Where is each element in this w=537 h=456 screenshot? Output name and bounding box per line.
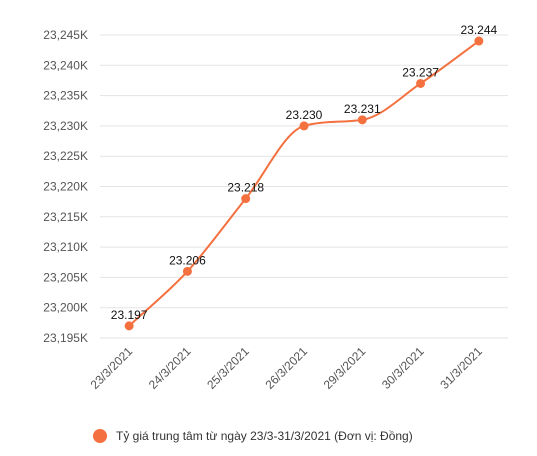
y-tick-label: 23,215K xyxy=(43,210,88,224)
data-point[interactable] xyxy=(124,321,134,331)
x-tick-label: 26/3/2021 xyxy=(262,344,310,392)
legend-marker xyxy=(93,429,107,443)
data-label: 23.244 xyxy=(461,23,498,37)
data-label: 23.197 xyxy=(111,308,148,322)
data-points xyxy=(124,36,484,331)
data-label: 23.231 xyxy=(344,102,381,116)
y-axis: 23,195K 23,200K 23,205K 23,210K 23,215K 23,22… xyxy=(43,28,88,345)
data-label: 23.237 xyxy=(402,65,439,79)
x-tick-label: 31/3/2021 xyxy=(437,344,485,392)
x-tick-label: 25/3/2021 xyxy=(204,344,252,392)
data-label: 23.230 xyxy=(286,108,323,122)
data-label: 23.206 xyxy=(169,253,206,267)
data-point[interactable] xyxy=(241,194,251,204)
x-tick-label: 30/3/2021 xyxy=(379,344,427,392)
y-tick-label: 23,235K xyxy=(43,89,88,103)
data-point[interactable] xyxy=(357,115,367,125)
y-tick-label: 23,205K xyxy=(43,270,88,284)
data-labels: 23.197 23.206 23.218 23.230 23.231 23.237 23.2… xyxy=(111,23,498,322)
legend-label: Tỷ giá trung tâm từ ngày 23/3-31/3/2021 … xyxy=(116,429,413,443)
y-tick-label: 23,195K xyxy=(43,331,88,345)
gridlines xyxy=(100,34,508,339)
y-tick-label: 23,240K xyxy=(43,58,88,72)
data-point[interactable] xyxy=(474,36,484,46)
y-tick-label: 23,230K xyxy=(43,119,88,133)
y-tick-label: 23,210K xyxy=(43,240,88,254)
y-tick-label: 23,245K xyxy=(43,28,88,42)
series-line xyxy=(128,40,480,327)
x-tick-label: 23/3/2021 xyxy=(88,344,136,392)
x-tick-label: 29/3/2021 xyxy=(321,344,369,392)
data-point[interactable] xyxy=(299,121,309,131)
y-tick-label: 23,200K xyxy=(43,301,88,315)
x-axis: 23/3/2021 24/3/2021 25/3/2021 26/3/2021 29/3… xyxy=(88,344,486,392)
legend[interactable]: Tỷ giá trung tâm từ ngày 23/3-31/3/2021 … xyxy=(93,429,413,443)
data-label: 23.218 xyxy=(227,181,264,195)
data-point[interactable] xyxy=(182,266,192,276)
x-tick-label: 24/3/2021 xyxy=(146,344,194,392)
y-tick-label: 23,220K xyxy=(43,180,88,194)
data-point[interactable] xyxy=(416,78,426,88)
y-tick-label: 23,225K xyxy=(43,149,88,163)
